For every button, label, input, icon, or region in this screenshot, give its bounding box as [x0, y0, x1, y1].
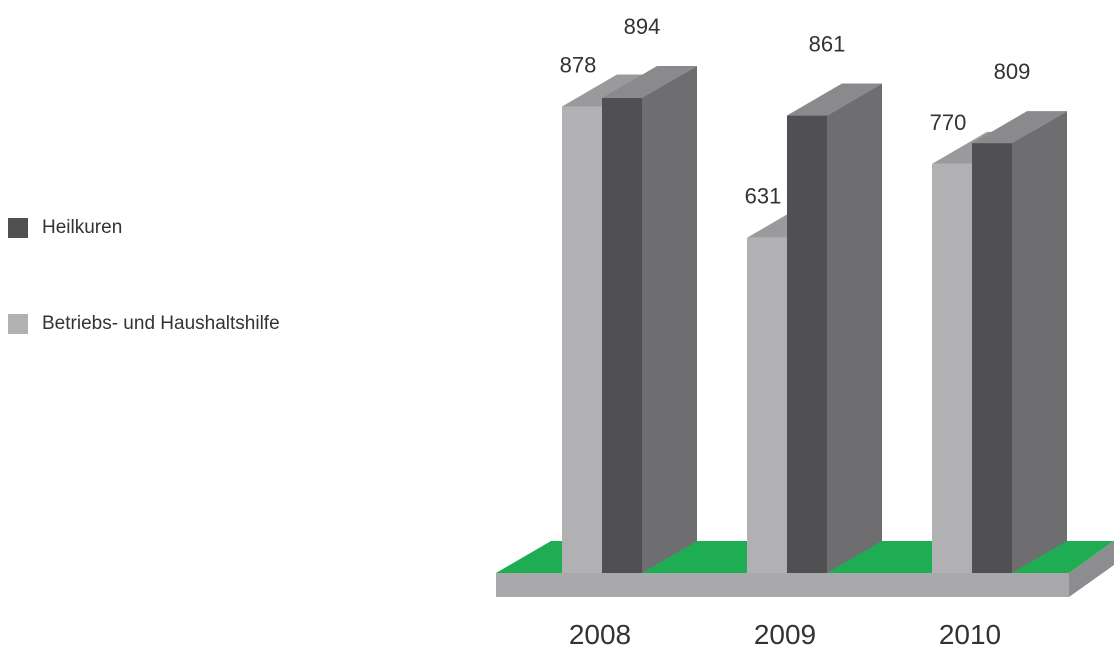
bar-top-heilkuren-2010 [972, 111, 1067, 144]
chart-base-side [1069, 541, 1114, 597]
legend-item-heilkuren: Heilkuren [8, 214, 280, 242]
legend-label-betriebshilfe: Betriebs- und Haushaltshilfe [42, 313, 280, 334]
bar-side-heilkuren-2008 [642, 66, 697, 574]
bar-heilkuren-2009 [787, 115, 827, 574]
value-label-heilkuren-2010: 809 [994, 59, 1031, 84]
x-tick-label-2009: 2009 [754, 619, 816, 648]
value-label-heilkuren-2009: 861 [809, 32, 846, 57]
chart-base-front [496, 573, 1069, 597]
legend-swatch-betriebshilfe [8, 314, 28, 334]
bar-side-heilkuren-2010 [1012, 111, 1067, 574]
legend-swatch-heilkuren [8, 218, 28, 238]
bar-top-heilkuren-2009 [787, 83, 882, 116]
value-label-betriebshilfe-2008: 878 [560, 53, 597, 78]
bar-heilkuren-2010 [972, 143, 1012, 574]
legend-item-betriebshilfe: Betriebs- und Haushaltshilfe [8, 310, 280, 338]
x-tick-label-2008: 2008 [569, 619, 631, 648]
legend-label-heilkuren: Heilkuren [42, 217, 123, 238]
bar-heilkuren-2008 [602, 98, 642, 574]
value-label-betriebshilfe-2009: 631 [745, 184, 782, 209]
value-label-betriebshilfe-2010: 770 [930, 110, 967, 135]
bar-top-heilkuren-2008 [602, 66, 697, 99]
bar-side-heilkuren-2009 [827, 83, 882, 574]
bar-betriebshilfe-2010 [932, 163, 972, 574]
x-tick-label-2010: 2010 [939, 619, 1001, 648]
value-label-heilkuren-2008: 894 [624, 14, 661, 39]
bar-betriebshilfe-2008 [562, 106, 602, 573]
legend: Heilkuren Betriebs- und Haushaltshilfe [8, 214, 280, 338]
bar-betriebshilfe-2009 [747, 237, 787, 573]
